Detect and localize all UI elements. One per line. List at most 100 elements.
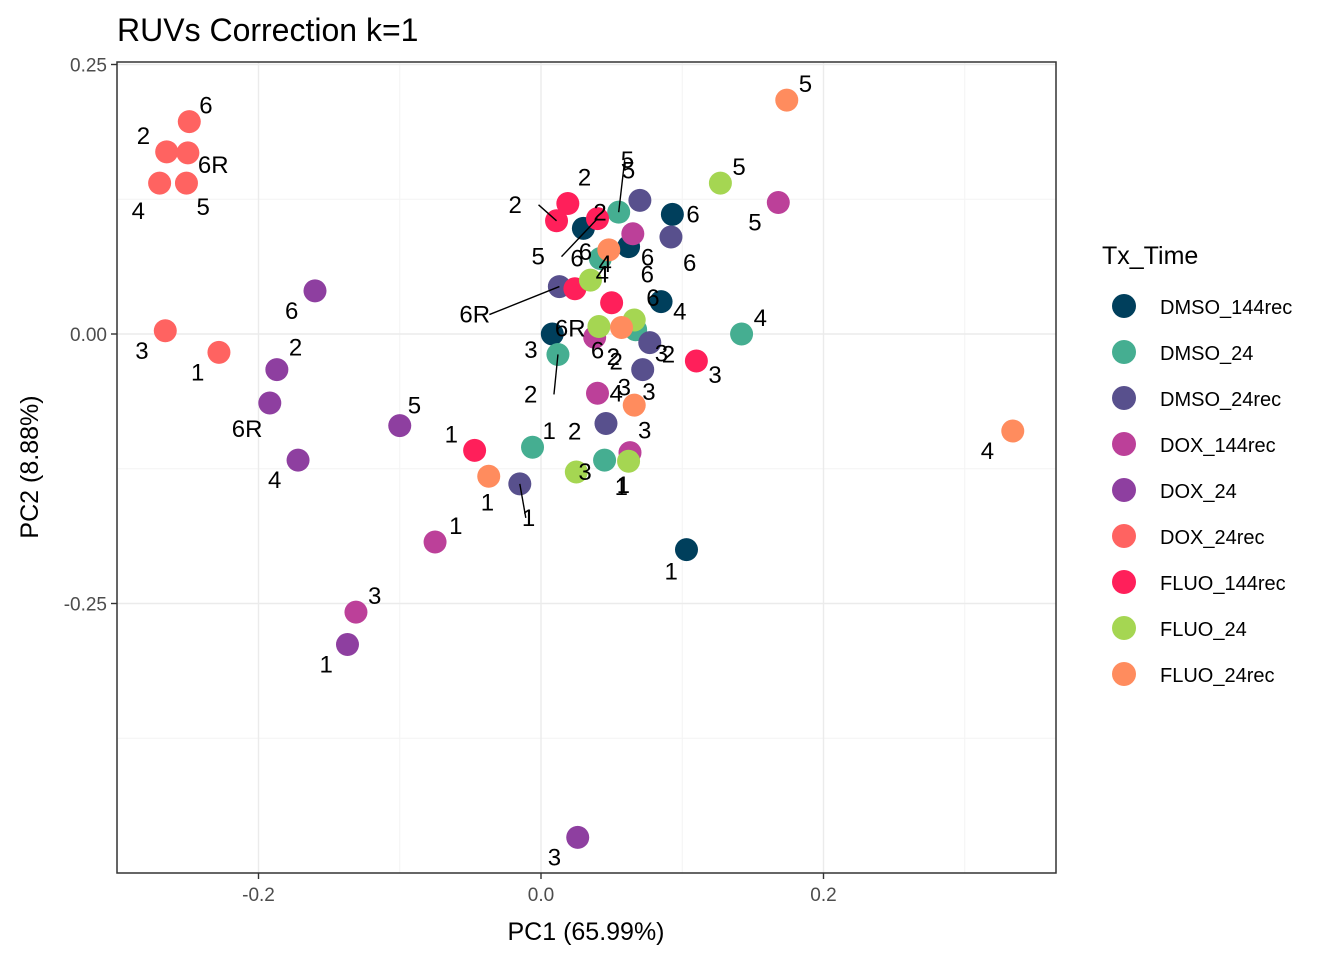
legend-key [1112, 616, 1136, 640]
point-label: 1 [617, 472, 630, 499]
point-label: 1 [543, 418, 556, 445]
point-label: 1 [664, 559, 677, 586]
label-leader-line [519, 483, 527, 518]
point-label: 5 [732, 154, 745, 181]
data-point [540, 322, 564, 346]
data-point [775, 88, 799, 112]
data-point [766, 190, 790, 214]
point-label: 3 [638, 418, 651, 445]
data-point [638, 331, 662, 355]
legend-label: DMSO_144rec [1160, 297, 1292, 319]
data-point [622, 393, 646, 417]
legend: Tx_Time DMSO_144rec DMSO_24 DMSO_24rec DOX_… [1102, 242, 1292, 687]
label-leader-line [538, 204, 558, 222]
point-label: 2 [509, 192, 522, 219]
data-point [674, 538, 698, 562]
point-label: 2 [607, 344, 620, 371]
data-point [335, 632, 359, 656]
data-point [631, 358, 655, 382]
label-leader-line [617, 160, 626, 213]
data-point [610, 316, 634, 340]
legend-label: DMSO_24rec [1160, 389, 1281, 411]
point-label: 4 [673, 299, 686, 326]
point-label: 2 [568, 418, 581, 445]
legend-key [1112, 570, 1136, 594]
point-label: 6 [285, 298, 298, 325]
legend-key [1112, 386, 1136, 410]
data-point [660, 202, 684, 226]
point-label: 2 [593, 199, 606, 226]
point-label: 2 [137, 123, 150, 150]
point-label: 5 [196, 194, 209, 221]
data-point [388, 414, 412, 438]
legend-label: DMSO_24 [1160, 343, 1253, 365]
y-axis-title: PC2 (8.88%) [16, 395, 44, 538]
x-axis-title: PC1 (65.99%) [507, 918, 664, 946]
y-tick-label: -0.25 [64, 595, 107, 616]
legend-label: DOX_24 [1160, 481, 1237, 503]
point-label: 1 [449, 513, 462, 540]
point-label: 4 [596, 262, 609, 289]
point-label: 4 [754, 305, 767, 332]
data-point [600, 291, 624, 315]
point-label: 4 [268, 467, 281, 494]
y-tick-label: 0.00 [70, 325, 107, 346]
point-label: 5 [621, 147, 634, 174]
data-point [594, 411, 618, 435]
y-tick-label: 0.25 [70, 56, 107, 77]
data-point [578, 268, 602, 292]
legend-label: FLUO_24rec [1160, 665, 1275, 687]
point-label: 5 [532, 244, 545, 271]
point-label: 4 [598, 251, 611, 278]
point-label: 6R [198, 152, 229, 179]
point-label: 3 [578, 459, 591, 486]
data-point [593, 448, 617, 472]
label-leader-line [489, 285, 560, 316]
point-label: 6 [641, 245, 654, 272]
label-leader-line [553, 354, 559, 395]
data-point [684, 349, 708, 373]
point-label: 1 [615, 474, 628, 501]
data-point [155, 140, 179, 164]
point-label: 1 [319, 651, 332, 678]
data-point [1001, 419, 1025, 443]
data-point [153, 319, 177, 343]
data-point [556, 192, 580, 216]
data-point [477, 464, 501, 488]
legend-key [1112, 478, 1136, 502]
legend-key [1112, 294, 1136, 318]
chart-title: RUVs Correction k=1 [117, 12, 418, 48]
data-point [148, 171, 172, 195]
point-label: 6R [232, 416, 263, 443]
data-point [176, 141, 200, 165]
point-label: 3 [548, 844, 561, 871]
point-label: 6 [683, 250, 696, 277]
data-point [597, 238, 621, 262]
data-point [587, 314, 611, 338]
point-label: 3 [618, 375, 631, 402]
point-label: 1 [191, 359, 204, 386]
data-point [344, 600, 368, 624]
point-label: 3 [524, 337, 537, 364]
legend-key [1112, 340, 1136, 364]
point-label: 2 [662, 342, 675, 369]
point-label: 2 [524, 381, 537, 408]
point-label: 5 [622, 157, 635, 184]
point-label: 5 [408, 393, 421, 420]
point-label: 1 [445, 421, 458, 448]
point-label: 2 [289, 335, 302, 362]
x-tick-label: -0.2 [242, 885, 275, 906]
data-point [521, 435, 545, 459]
point-label: 1 [481, 489, 494, 516]
legend-label: DOX_24rec [1160, 527, 1265, 549]
data-point [617, 449, 641, 473]
point-label: 6 [646, 285, 659, 312]
label-leader-line [560, 218, 599, 258]
data-point [566, 825, 590, 849]
data-point [303, 279, 327, 303]
data-point [621, 222, 645, 246]
point-label: 6 [570, 246, 583, 273]
